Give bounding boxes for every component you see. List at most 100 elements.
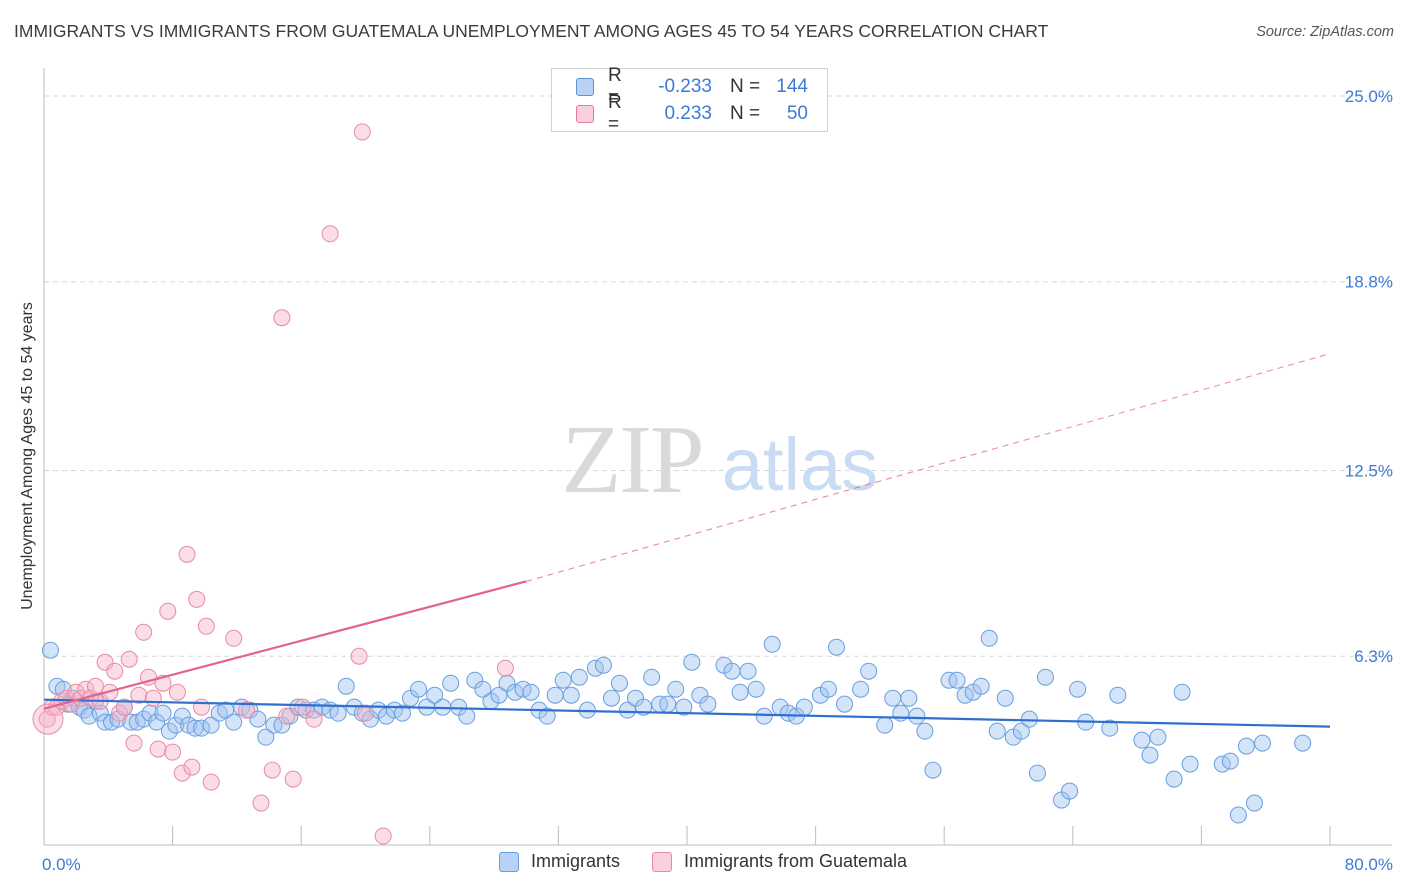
point-guatemala: [353, 123, 371, 141]
legend-item-immigrants: Immigrants: [498, 851, 620, 872]
point-guatemala: [164, 743, 182, 761]
point-immigrants: [96, 713, 114, 731]
point-immigrants: [819, 680, 837, 698]
series-legend: Immigrants Immigrants from Guatemala: [0, 851, 1406, 872]
legend-item-guatemala: Immigrants from Guatemala: [651, 851, 907, 872]
point-immigrants: [1165, 770, 1183, 788]
point-immigrants: [80, 707, 98, 725]
point-immigrants: [410, 680, 428, 698]
watermark: ZIP atlas: [562, 406, 879, 514]
point-guatemala: [321, 225, 339, 243]
watermark-atlas: atlas: [722, 423, 878, 506]
point-guatemala: [188, 590, 206, 608]
trend-extension-guatemala: [526, 353, 1331, 582]
point-immigrants: [739, 662, 757, 680]
point-immigrants: [393, 704, 411, 722]
point-immigrants: [602, 689, 620, 707]
point-guatemala: [120, 650, 138, 668]
point-guatemala: [130, 686, 148, 704]
point-guatemala: [193, 698, 211, 716]
point-immigrants: [154, 704, 172, 722]
point-immigrants: [167, 716, 185, 734]
point-immigrants: [755, 707, 773, 725]
point-immigrants: [1069, 680, 1087, 698]
point-immigrants: [972, 677, 990, 695]
point-immigrants: [1253, 734, 1271, 752]
point-guatemala: [374, 827, 392, 845]
point-immigrants: [1109, 686, 1127, 704]
point-guatemala: [32, 703, 64, 735]
point-immigrants: [225, 713, 243, 731]
source-label: Source: ZipAtlas.com: [1256, 24, 1394, 40]
point-immigrants: [1149, 728, 1167, 746]
point-guatemala: [278, 707, 296, 725]
watermark-zip: ZIP: [562, 406, 703, 514]
point-immigrants: [562, 686, 580, 704]
point-immigrants: [1141, 746, 1159, 764]
point-immigrants: [795, 698, 813, 716]
legend-r-label: R =: [608, 92, 622, 135]
grid-lines: [44, 95, 1392, 657]
point-guatemala: [149, 740, 167, 758]
point-immigrants: [747, 680, 765, 698]
point-immigrants: [763, 635, 781, 653]
legend-swatch-immigrants: [576, 78, 594, 96]
point-immigrants: [217, 701, 235, 719]
point-immigrants: [924, 761, 942, 779]
point-immigrants: [1061, 782, 1079, 800]
point-immigrants: [980, 629, 998, 647]
point-immigrants: [337, 677, 355, 695]
point-guatemala: [159, 602, 177, 620]
point-immigrants: [1237, 737, 1255, 755]
y-tick-label: 12.5%: [1345, 461, 1393, 480]
point-immigrants: [474, 680, 492, 698]
point-immigrants: [122, 713, 140, 731]
legend-n-value: 50: [786, 103, 808, 124]
legend-row-guatemala: R = 0.233 N = 50: [576, 92, 808, 135]
point-guatemala: [273, 309, 291, 327]
y-tick-label: 6.3%: [1354, 647, 1393, 666]
legend-r-label: R =: [608, 65, 622, 108]
point-immigrants: [1012, 722, 1030, 740]
point-guatemala: [144, 689, 162, 707]
point-immigrants: [249, 710, 267, 728]
point-immigrants: [1173, 683, 1191, 701]
point-immigrants: [1133, 731, 1151, 749]
point-immigrants: [594, 656, 612, 674]
point-immigrants: [570, 668, 588, 686]
axes: [43, 68, 1392, 846]
point-immigrants: [186, 719, 204, 737]
point-immigrants: [329, 704, 347, 722]
point-immigrants: [148, 713, 166, 731]
tick-labels: 6.3% 12.5% 18.8% 25.0% 0.0% 80.0%: [42, 87, 1393, 874]
point-immigrants: [619, 701, 637, 719]
point-immigrants: [1028, 764, 1046, 782]
point-immigrants: [860, 662, 878, 680]
legend-row-immigrants: R = -0.233 N = 144: [576, 65, 808, 108]
trend-line-guatemala: [43, 580, 527, 710]
point-immigrants: [554, 671, 572, 689]
point-immigrants: [643, 668, 661, 686]
point-guatemala: [197, 617, 215, 635]
point-immigrants: [160, 722, 178, 740]
point-immigrants: [900, 689, 918, 707]
point-immigrants: [1221, 752, 1239, 770]
point-guatemala: [125, 734, 143, 752]
legend-swatch-immigrants: [498, 851, 519, 872]
point-guatemala: [305, 710, 323, 728]
point-guatemala: [115, 698, 133, 716]
point-immigrants: [659, 695, 677, 713]
point-immigrants: [1101, 719, 1119, 737]
legend-swatch-guatemala: [576, 105, 594, 123]
point-immigrants: [675, 698, 693, 716]
point-immigrants: [202, 716, 220, 734]
point-guatemala: [168, 683, 186, 701]
point-guatemala: [86, 677, 104, 695]
point-immigrants: [257, 728, 275, 746]
trend-lines: [43, 353, 1331, 728]
point-guatemala: [263, 761, 281, 779]
x-tick-label: 80.0%: [1345, 855, 1393, 874]
point-guatemala: [106, 662, 124, 680]
stats-legend: R = -0.233 N = 144 R = 0.233 N = 50: [551, 65, 828, 135]
